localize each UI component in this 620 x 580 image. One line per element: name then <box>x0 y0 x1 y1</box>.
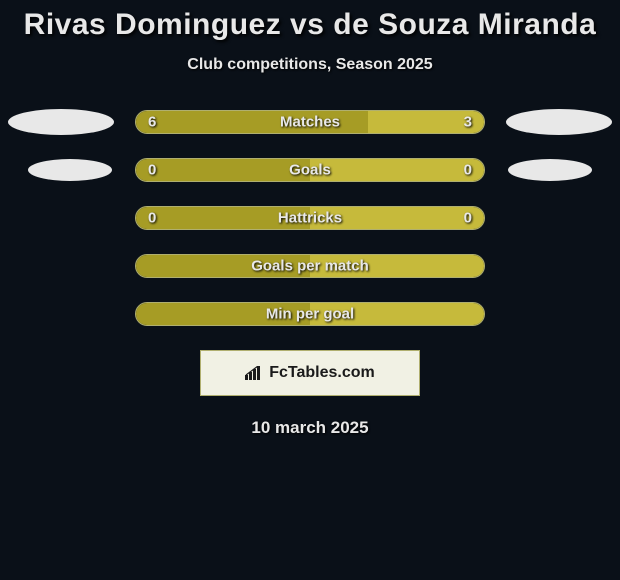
player-ellipse-left <box>8 109 114 135</box>
stat-right-value: 0 <box>464 210 472 227</box>
comparison-infographic: Rivas Dominguez vs de Souza Miranda Club… <box>0 0 620 438</box>
stat-label: Min per goal <box>266 306 354 323</box>
stat-left-value: 0 <box>148 210 156 227</box>
stat-left-value: 0 <box>148 162 156 179</box>
stat-label: Goals per match <box>251 258 369 275</box>
player-ellipse-left <box>28 159 112 181</box>
page-title: Rivas Dominguez vs de Souza Miranda <box>0 8 620 42</box>
subtitle: Club competitions, Season 2025 <box>0 56 620 74</box>
bar-left <box>136 159 310 181</box>
bar-track: Min per goal <box>135 302 485 326</box>
stat-row: Goals per match <box>0 254 620 278</box>
date-label: 10 march 2025 <box>0 418 620 438</box>
stat-right-value: 0 <box>464 162 472 179</box>
brand-text: FcTables.com <box>269 364 375 382</box>
bar-track: Goals per match <box>135 254 485 278</box>
bar-track: Matches 6 3 <box>135 110 485 134</box>
stat-right-value: 3 <box>464 114 472 131</box>
bar-track: Hattricks 0 0 <box>135 206 485 230</box>
stat-left-value: 6 <box>148 114 156 131</box>
player-ellipse-right <box>506 109 612 135</box>
player-ellipse-right <box>508 159 592 181</box>
bar-chart-icon <box>245 366 263 380</box>
bar-right <box>310 159 484 181</box>
brand-box: FcTables.com <box>200 350 420 396</box>
stat-row: Min per goal <box>0 302 620 326</box>
stat-label: Hattricks <box>278 210 342 227</box>
stat-label: Matches <box>280 114 340 131</box>
stat-row: Goals 0 0 <box>0 158 620 182</box>
stat-rows: Matches 6 3 Goals 0 0 Hattricks 0 0 Goals per mat… <box>0 110 620 326</box>
stat-label: Goals <box>289 162 331 179</box>
stat-row: Hattricks 0 0 <box>0 206 620 230</box>
bar-track: Goals 0 0 <box>135 158 485 182</box>
stat-row: Matches 6 3 <box>0 110 620 134</box>
